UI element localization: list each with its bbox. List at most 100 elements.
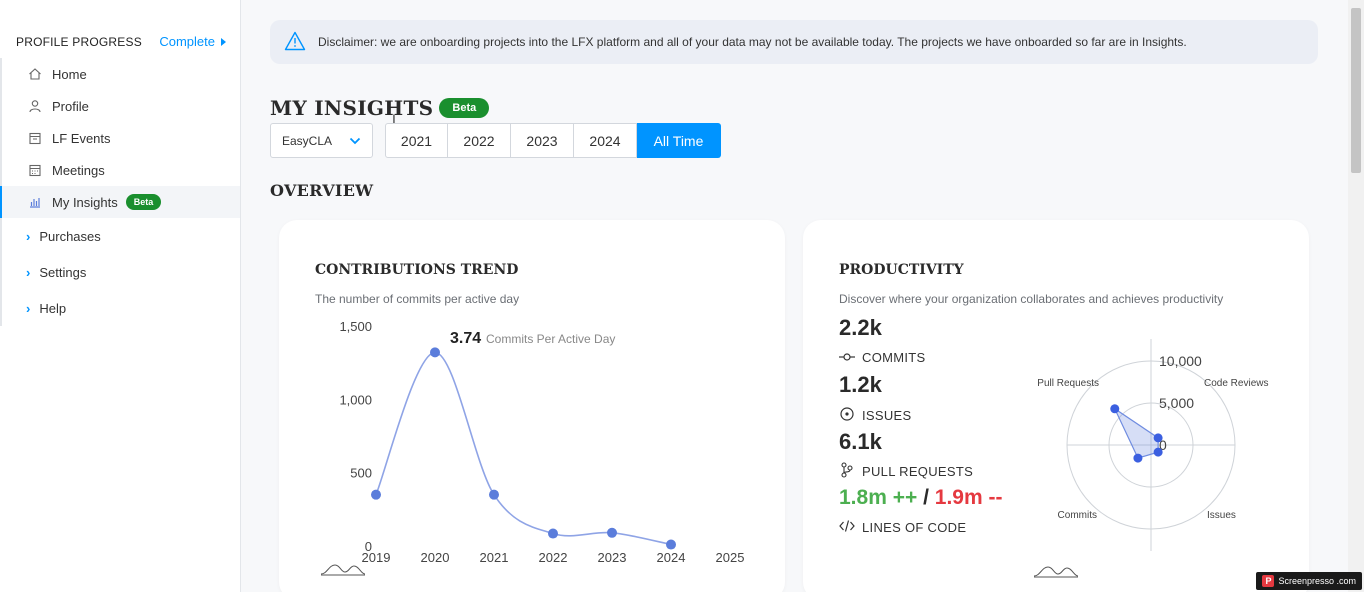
contributions-subtitle: The number of commits per active day — [315, 292, 520, 306]
calendar-icon — [28, 131, 42, 145]
sidebar-item-lf-events[interactable]: LF Events — [0, 122, 240, 154]
sidebar-item-label: Meetings — [52, 162, 105, 178]
x-tick-label: 2021 — [480, 550, 509, 565]
data-point — [371, 489, 381, 500]
prs-label: PULL REQUESTS — [862, 464, 974, 479]
radar-axis-label: Pull Requests — [1037, 378, 1099, 389]
highlight-label: Commits Per Active Day — [486, 332, 615, 346]
data-point — [548, 528, 558, 539]
year-button-2024[interactable]: 2024 — [574, 123, 637, 158]
profile-complete-label: Complete — [159, 34, 215, 49]
sidebar-nav: Home Profile LF Events Meetings My Insig… — [0, 58, 240, 326]
sidebar-item-meetings[interactable]: Meetings — [0, 154, 240, 186]
disclaimer-text: Disclaimer: we are onboarding projects i… — [318, 35, 1187, 49]
sidebar-item-my-insights[interactable]: My Insights Beta — [0, 186, 240, 218]
data-point — [430, 347, 440, 358]
issues-value: 1.2k — [839, 372, 882, 397]
y-tick-label: 1,000 — [339, 392, 372, 407]
chevron-right-icon: › — [26, 228, 31, 244]
radar-axis-label: Issues — [1207, 510, 1236, 521]
productivity-title: PRODUCTIVITY — [839, 262, 964, 278]
radar-data-point — [1110, 404, 1120, 414]
calendar-grid-icon — [28, 163, 42, 177]
watermark-text: Screenpresso .com — [1278, 576, 1356, 586]
year-filter: 2021 2022 2023 2024 All Time — [385, 123, 721, 158]
radar-data-point — [1153, 447, 1163, 457]
prs-stat: PULL REQUESTS — [839, 462, 973, 481]
project-select[interactable]: EasyCLA — [270, 123, 373, 158]
code-icon — [839, 519, 855, 536]
sidebar-item-settings[interactable]: › Settings — [0, 254, 240, 290]
sidebar-item-label: Purchases — [39, 228, 101, 244]
overview-heading: OVERVIEW — [270, 181, 374, 200]
radar-data-point — [1133, 453, 1143, 463]
profile-progress: PROFILE PROGRESS Complete — [16, 34, 226, 49]
x-tick-label: 2020 — [421, 550, 450, 565]
prs-value: 6.1k — [839, 429, 882, 454]
sidebar-item-label: My Insights — [52, 194, 118, 210]
loc-separator: / — [923, 486, 929, 509]
radar-tick-label: 0 — [1159, 437, 1167, 453]
radar-axis-label: Code Reviews — [1204, 378, 1268, 389]
main-content: Disclaimer: we are onboarding projects i… — [241, 0, 1348, 592]
wave-icon — [319, 561, 367, 582]
beta-badge: Beta — [439, 98, 490, 118]
contributions-card: CONTRIBUTIONS TREND The number of commit… — [279, 220, 785, 592]
project-select-value: EasyCLA — [282, 133, 333, 148]
disclaimer-banner: Disclaimer: we are onboarding projects i… — [270, 20, 1318, 64]
sidebar-item-profile[interactable]: Profile — [0, 90, 240, 122]
page-title-row: MY INSIGHTS Beta — [270, 96, 490, 120]
commits-stat: COMMITS — [839, 350, 925, 365]
radar-data-point — [1153, 433, 1163, 443]
profile-complete-link[interactable]: Complete — [159, 34, 226, 49]
y-tick-label: 500 — [350, 466, 372, 481]
x-tick-label: 2022 — [539, 550, 568, 565]
radar-area — [1113, 407, 1159, 459]
scrollbar-thumb[interactable] — [1351, 8, 1361, 173]
x-tick-label: 2024 — [657, 550, 686, 565]
contributions-title: CONTRIBUTIONS TREND — [315, 262, 519, 278]
year-button-2022[interactable]: 2022 — [448, 123, 511, 158]
loc-added: 1.8m ++ — [839, 486, 918, 509]
year-button-2023[interactable]: 2023 — [511, 123, 574, 158]
issues-label: ISSUES — [862, 408, 912, 423]
loc-label: LINES OF CODE — [862, 520, 967, 535]
series-line — [375, 351, 672, 546]
pull-request-icon — [839, 462, 855, 481]
sidebar-item-home[interactable]: Home — [0, 58, 240, 90]
warning-icon — [284, 31, 306, 54]
y-tick-label: 1,500 — [339, 319, 372, 334]
productivity-subtitle: Discover where your organization collabo… — [839, 292, 1224, 306]
commit-icon — [839, 350, 855, 365]
sidebar-item-label: Help — [39, 300, 67, 316]
y-tick-label: 0 — [365, 539, 372, 554]
lines-of-code-value: 1.8m ++ / 1.9m -- — [839, 486, 1002, 510]
sidebar-item-label: Profile — [52, 98, 89, 114]
page-title: MY INSIGHTS — [270, 96, 434, 120]
loc-stat: LINES OF CODE — [839, 519, 966, 536]
wave-icon — [1032, 563, 1080, 584]
bar-chart-icon — [28, 195, 42, 209]
x-tick-label: 2023 — [598, 550, 627, 565]
sidebar-item-help[interactable]: › Help — [0, 290, 240, 326]
home-icon — [28, 67, 42, 81]
sidebar: PROFILE PROGRESS Complete Home Profile L… — [0, 0, 241, 592]
caret-right-icon — [221, 37, 226, 46]
year-button-2021[interactable]: 2021 — [385, 123, 448, 158]
data-point — [607, 527, 617, 538]
user-icon — [28, 99, 42, 113]
screenpresso-watermark: P Screenpresso .com — [1256, 572, 1362, 590]
sidebar-item-purchases[interactable]: › Purchases — [0, 218, 240, 254]
productivity-radar-chart: 10,000 5,000 0 Code Reviews Issues Commits Pul… — [1037, 339, 1268, 551]
radar-tick-label: 5,000 — [1159, 395, 1194, 411]
profile-progress-title: PROFILE PROGRESS — [16, 34, 142, 49]
sidebar-item-label: Home — [52, 66, 87, 82]
screenpresso-logo-icon: P — [1262, 575, 1275, 587]
year-button-all-time[interactable]: All Time — [637, 123, 721, 158]
radar-tick-label: 10,000 — [1159, 353, 1202, 369]
sidebar-item-label: LF Events — [52, 130, 111, 146]
data-point — [666, 539, 676, 550]
text-cursor-icon: I — [392, 111, 396, 127]
sidebar-item-label: Settings — [39, 264, 87, 280]
